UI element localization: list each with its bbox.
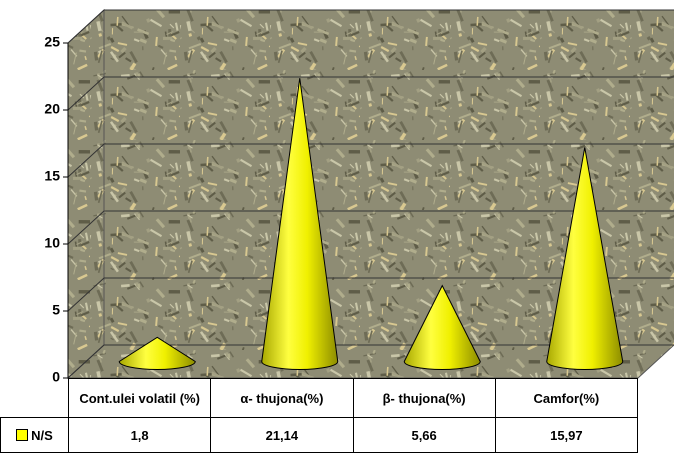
value-label: 21,14 — [211, 418, 353, 453]
y-tick-label: 15 — [44, 168, 60, 184]
y-tick-label: 10 — [44, 235, 60, 251]
category-label: α- thujona(%) — [211, 379, 353, 418]
value-label: 15,97 — [495, 418, 637, 453]
y-tick-label: 5 — [52, 302, 60, 318]
category-label: Cont.ulei volatil (%) — [69, 379, 211, 418]
category-label: β- thujona(%) — [353, 379, 495, 418]
category-label: Camfor(%) — [495, 379, 637, 418]
y-tick-label: 20 — [44, 101, 60, 117]
value-label: 1,8 — [69, 418, 211, 453]
y-tick-label: 25 — [44, 34, 60, 50]
data-table: Cont.ulei volatil (%)α- thujona(%)β- thu… — [0, 378, 638, 453]
legend-entry: N/S — [1, 418, 69, 453]
value-label: 5,66 — [353, 418, 495, 453]
side-wall — [68, 10, 104, 378]
chart: 0510152025 Cont.ulei volatil (%)α- thujo… — [0, 0, 674, 455]
legend-label: N/S — [31, 428, 53, 443]
